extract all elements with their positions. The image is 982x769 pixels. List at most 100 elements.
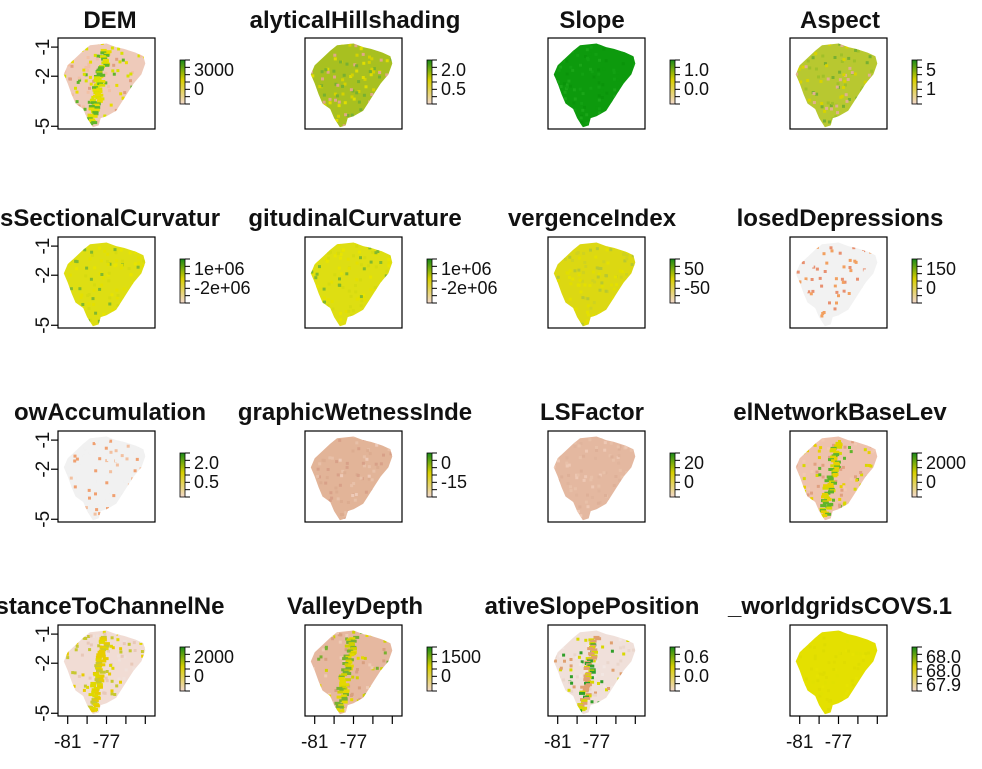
raster-cell — [553, 296, 557, 299]
raster-cell — [833, 305, 837, 309]
raster-cell — [568, 297, 572, 301]
raster-cell — [597, 266, 601, 270]
raster-cell — [359, 278, 363, 282]
raster-cell — [825, 287, 829, 291]
raster-cell — [827, 689, 830, 693]
raster-cell — [586, 493, 589, 497]
raster-cell — [327, 692, 331, 696]
raster-cell — [134, 503, 138, 507]
raster-cell — [314, 293, 318, 297]
raster-cell — [354, 284, 357, 287]
raster-cell — [69, 476, 73, 480]
raster-cell — [576, 53, 580, 57]
raster-cell — [847, 649, 851, 653]
raster-cell — [133, 441, 136, 445]
raster-cell — [362, 267, 366, 271]
panel-title: vergenceIndex — [508, 205, 677, 232]
raster-cell — [61, 486, 64, 489]
raster-cell — [598, 501, 602, 505]
plot-frame — [789, 37, 888, 130]
raster-cell — [797, 67, 801, 71]
raster-cell — [575, 125, 579, 128]
raster-cell — [136, 669, 140, 673]
raster-cell — [107, 649, 110, 653]
raster-cell — [68, 262, 72, 266]
raster-cell — [579, 441, 583, 445]
raster-cell — [349, 643, 355, 647]
raster-cell — [863, 448, 867, 452]
raster-cell — [795, 702, 798, 705]
raster-cell — [71, 443, 75, 447]
raster-cell — [821, 312, 825, 315]
raster-cell — [370, 67, 374, 71]
raster-cell — [313, 103, 317, 107]
raster-cell — [624, 283, 628, 287]
raster-cell — [96, 653, 103, 657]
raster-cell — [371, 702, 374, 706]
raster-cell — [64, 493, 68, 497]
raster-cell — [800, 491, 804, 495]
raster-cell — [335, 460, 339, 464]
raster-cell — [358, 315, 362, 319]
raster-cell — [86, 90, 90, 94]
raster-cell — [81, 698, 85, 702]
raster-cell — [867, 436, 871, 440]
raster-cell — [589, 478, 593, 482]
raster-cell — [800, 683, 804, 687]
raster-cell — [306, 677, 309, 680]
raster-cell — [872, 449, 876, 452]
raster-cell — [382, 499, 386, 502]
raster-cell — [833, 445, 840, 449]
raster-cell — [616, 682, 620, 686]
raster-cell — [106, 273, 110, 277]
raster-cell — [74, 465, 77, 469]
raster-cell — [91, 297, 95, 301]
raster-cell — [840, 94, 844, 98]
raster-cell — [149, 441, 152, 444]
raster-cell — [580, 121, 584, 124]
raster-cell — [73, 459, 77, 463]
raster-cell — [311, 263, 315, 267]
raster-cell — [554, 672, 558, 676]
raster-cell — [140, 631, 144, 635]
raster-cell — [633, 43, 636, 45]
raster-cell — [872, 274, 875, 278]
raster-cell — [350, 73, 354, 77]
raster-cell — [854, 48, 858, 52]
raster-cell — [109, 103, 113, 107]
raster-cell — [586, 505, 590, 509]
raster-cell — [554, 668, 558, 672]
raster-cell — [352, 254, 355, 258]
raster-cell — [570, 681, 574, 685]
legend-colorbar — [911, 258, 918, 304]
raster-cell — [564, 124, 568, 128]
raster-cell — [396, 707, 399, 710]
raster-cell — [601, 43, 605, 45]
raster-cell — [99, 652, 106, 656]
raster-cell — [73, 500, 77, 504]
raster-cell — [94, 678, 101, 682]
raster-cell — [314, 98, 318, 101]
raster-cell — [554, 681, 558, 685]
raster-cell — [365, 457, 369, 461]
raster-cell — [618, 269, 622, 273]
raster-cell — [556, 275, 560, 279]
raster-cell — [396, 641, 399, 644]
raster-cell — [147, 293, 150, 296]
raster-cell — [565, 83, 569, 87]
raster-cell — [813, 515, 817, 519]
raster-cell — [833, 287, 837, 291]
raster-cell — [630, 495, 634, 499]
raster-cell — [130, 118, 134, 122]
raster-cell — [110, 679, 114, 683]
raster-cell — [396, 324, 399, 327]
raster-cell — [380, 691, 384, 695]
raster-cell — [370, 500, 374, 504]
raster-cell — [350, 639, 357, 643]
raster-cell — [828, 455, 832, 459]
raster-cell — [379, 58, 383, 62]
raster-cell — [549, 462, 552, 465]
raster-cell — [560, 497, 563, 501]
raster-cell — [623, 684, 627, 688]
